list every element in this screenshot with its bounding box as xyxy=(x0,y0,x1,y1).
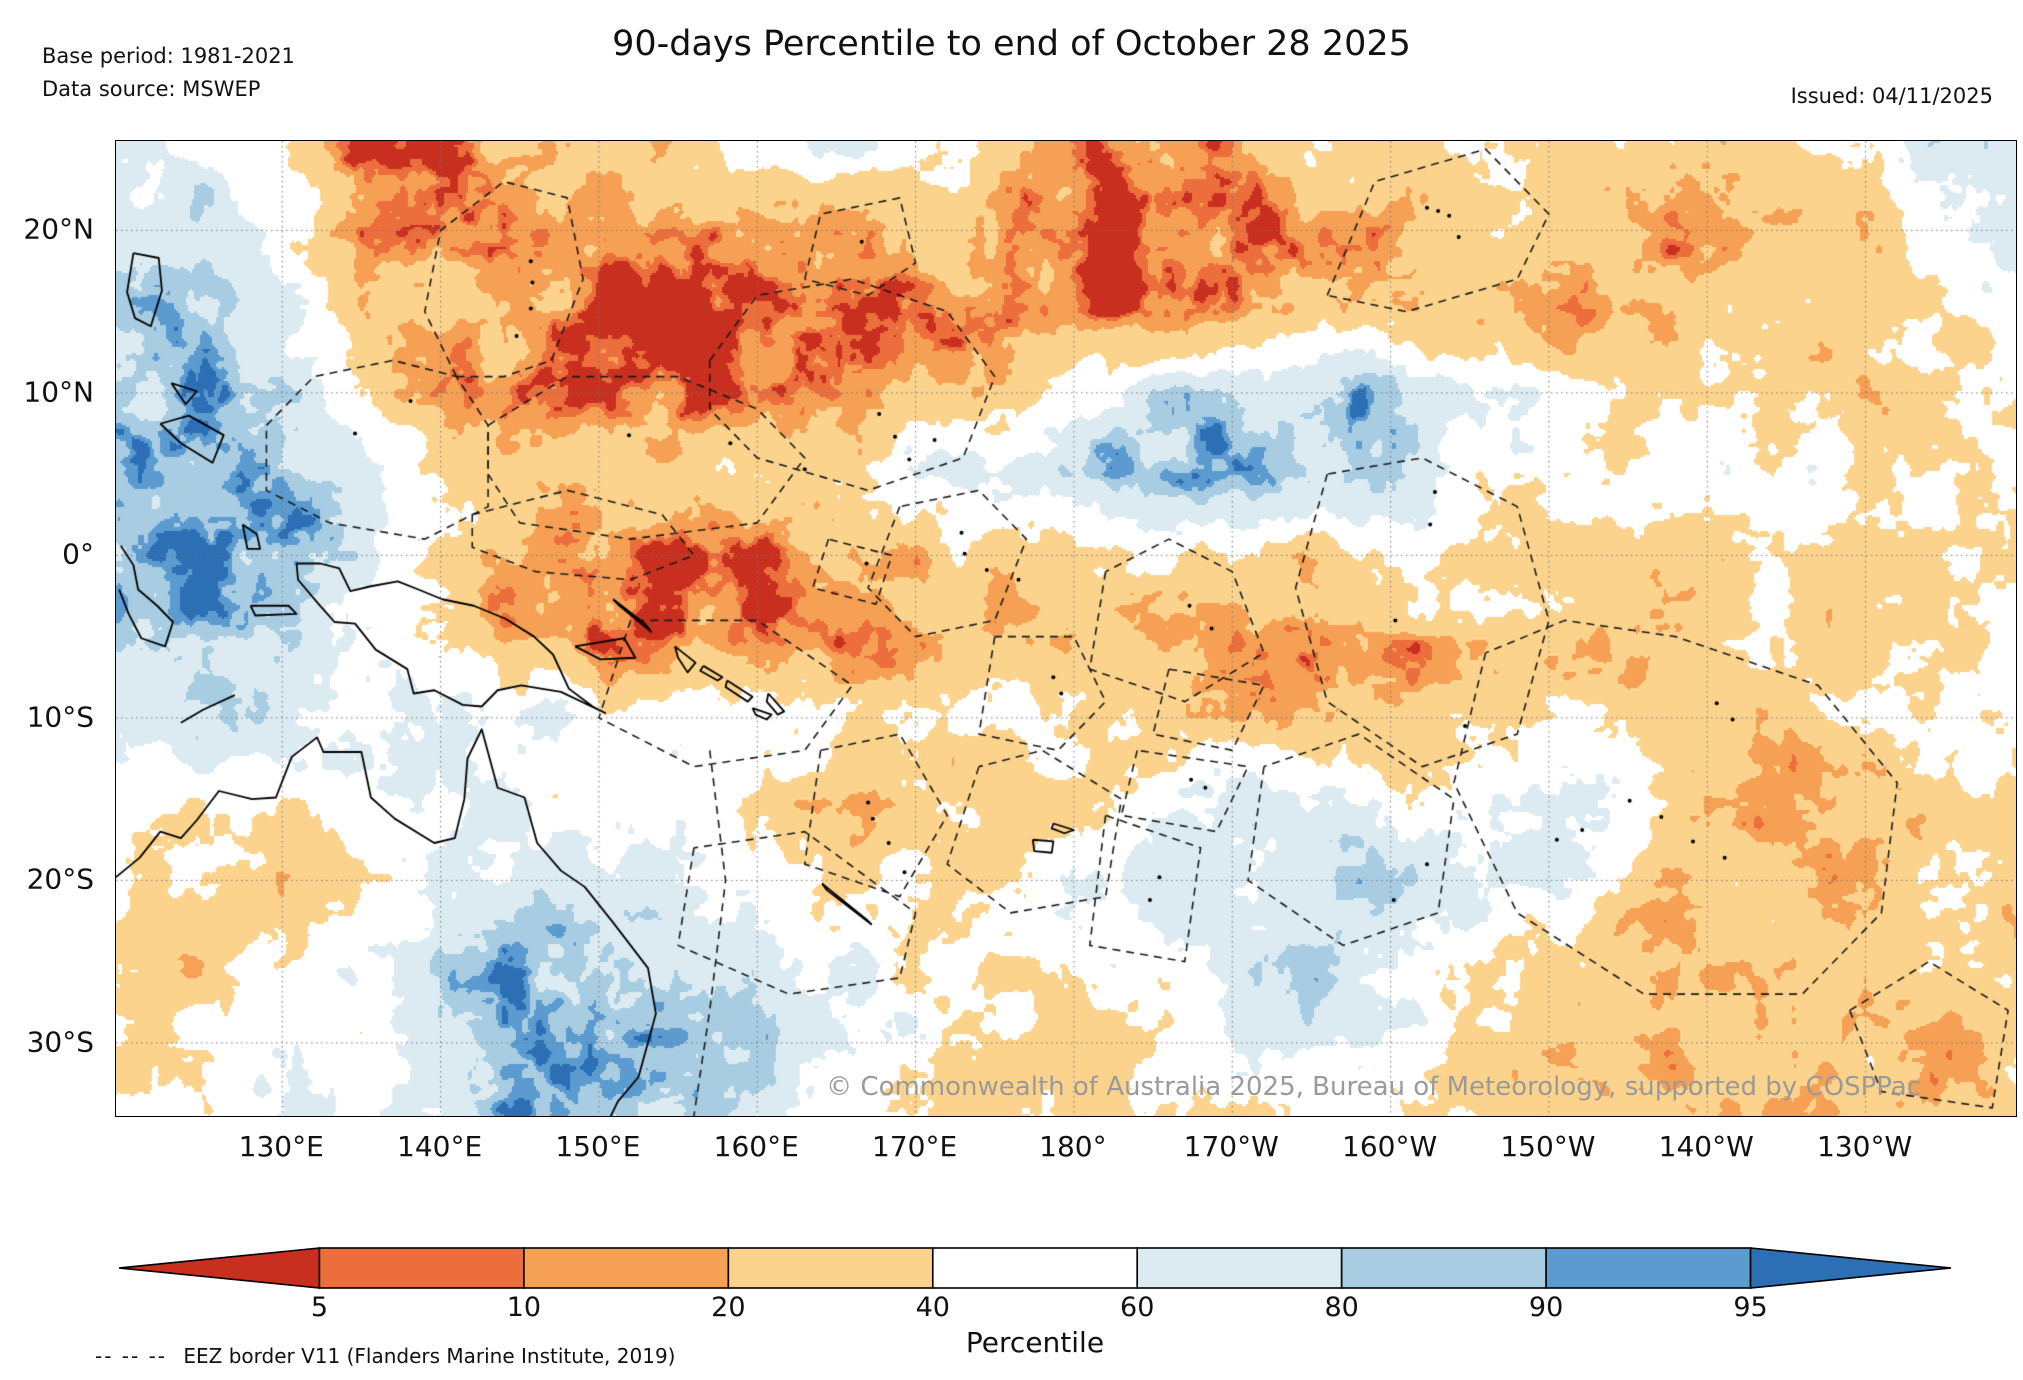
header-meta: Base period: 1981-2021 Data source: MSWE… xyxy=(42,40,295,105)
y-tick-label: 30°S xyxy=(26,1025,94,1059)
y-tick-label: 0° xyxy=(62,537,94,571)
x-tick-label: 160°W xyxy=(1342,1130,1438,1163)
eez-legend: -- -- -- EEZ border V11 (Flanders Marine… xyxy=(95,1344,675,1368)
base-period-label: Base period: 1981-2021 xyxy=(42,44,295,68)
colorbar: 5 10 20 40 60 80 90 95 Percentile xyxy=(115,1246,1955,1359)
colorbar-tick-label: 80 xyxy=(1324,1292,1359,1323)
eez-legend-text: EEZ border V11 (Flanders Marine Institut… xyxy=(183,1344,676,1368)
x-tick-label: 140°W xyxy=(1658,1130,1754,1163)
colorbar-ticks: 5 10 20 40 60 80 90 95 xyxy=(115,1292,1955,1324)
colorbar-label: Percentile xyxy=(965,1326,1105,1359)
issued-label: Issued: 04/11/2025 xyxy=(1790,84,1993,108)
colorbar-tick-label: 40 xyxy=(915,1292,950,1323)
x-tick-label: 160°E xyxy=(713,1130,799,1163)
y-tick-label: 20°N xyxy=(23,212,94,246)
x-tick-label: 150°E xyxy=(555,1130,641,1163)
colorbar-tick-label: 60 xyxy=(1120,1292,1155,1323)
x-tick-label: 130°E xyxy=(238,1130,324,1163)
colorbar-tick-label: 90 xyxy=(1528,1292,1564,1323)
y-tick-label: 10°N xyxy=(23,375,94,409)
x-tick-label: 140°E xyxy=(397,1130,483,1163)
page-title: 90-days Percentile to end of October 28 … xyxy=(612,24,1411,64)
x-tick-label: 150°W xyxy=(1500,1130,1596,1163)
eez-dash-swatch: -- -- -- xyxy=(95,1344,168,1368)
map-canvas xyxy=(116,141,2016,1116)
x-tick-label: 180° xyxy=(1039,1130,1107,1163)
colorbar-tick-label: 95 xyxy=(1733,1292,1768,1323)
colorbar-tick-label: 5 xyxy=(310,1292,329,1323)
longitude-axis: 130°E 140°E 150°E 160°E 170°E 180° 170°W 160°W 1… xyxy=(115,1124,2015,1166)
x-tick-label: 170°E xyxy=(872,1130,958,1163)
x-tick-label: 170°W xyxy=(1183,1130,1279,1163)
colorbar-gradient xyxy=(115,1246,1955,1292)
x-tick-label: 130°W xyxy=(1817,1130,1913,1163)
colorbar-tick-label: 20 xyxy=(711,1292,746,1323)
y-tick-label: 20°S xyxy=(26,862,94,896)
latitude-axis: 20°N 10°N 0° 10°S 20°S 30°S xyxy=(0,140,106,1118)
data-source-label: Data source: MSWEP xyxy=(42,76,261,101)
colorbar-svg xyxy=(118,1247,1952,1289)
colorbar-tick-label: 10 xyxy=(506,1292,542,1323)
y-tick-label: 10°S xyxy=(26,700,94,734)
map-plot-area: © Commonwealth of Australia 2025, Bureau… xyxy=(115,140,2017,1117)
